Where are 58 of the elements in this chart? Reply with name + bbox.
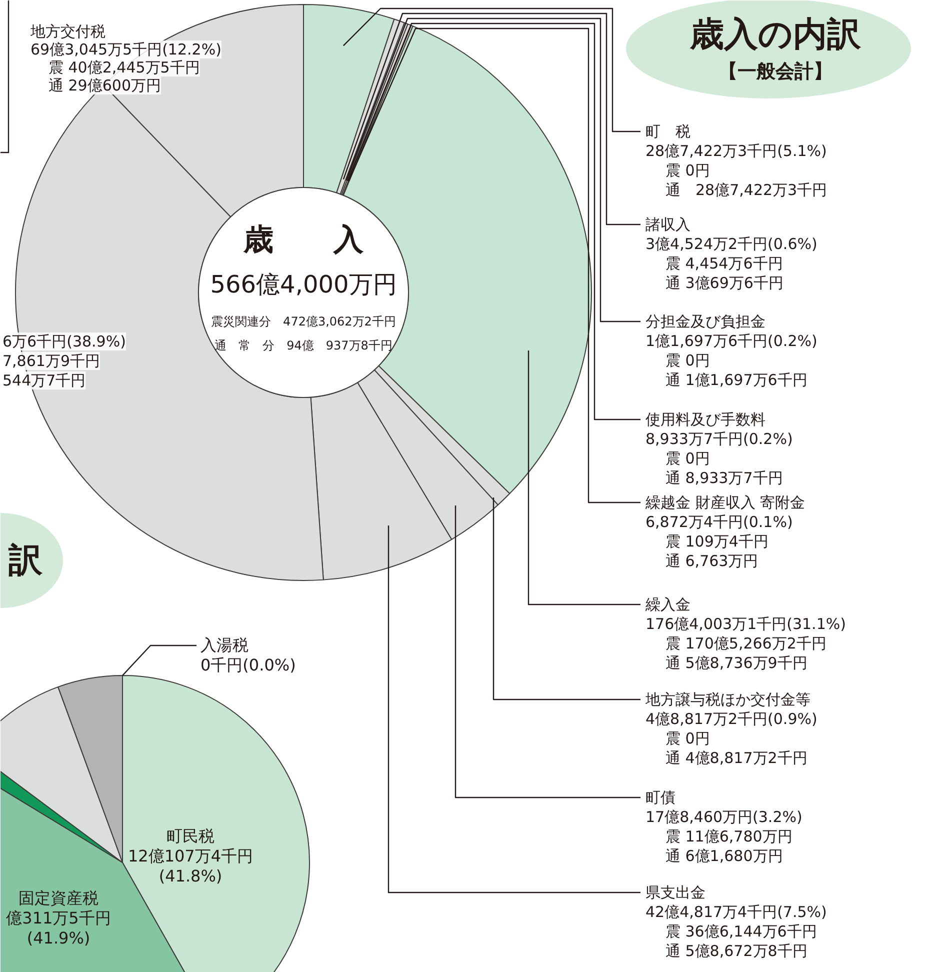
slice-label: 分担金及び負担金 [646, 312, 766, 330]
text: 震 4,454万6千円 [666, 254, 783, 272]
text: 震 0円 [666, 352, 710, 370]
slice-label: 地方交付税 [30, 22, 106, 40]
slice-label: 繰越金 財産収入 寄附金 [644, 494, 806, 512]
text: 【一般会計】 [718, 60, 832, 82]
text: 通 4億8,817万2千円 [666, 749, 808, 767]
text: 震災関連分 472億3,062万2千円 [211, 314, 396, 328]
text: 566億4,000万円 [210, 270, 397, 298]
data-label: (41.8%) [158, 866, 222, 886]
slice-label: 町債 [646, 788, 676, 806]
text: 震 0円 [666, 450, 710, 468]
slice-label: 使用料及び手数料 [646, 410, 766, 428]
category-label: 入湯税 [200, 636, 248, 654]
text: 0千円(0.0%) [200, 656, 296, 674]
data-label: 42億4,817万4千円(7.5%) [646, 903, 827, 921]
slice-label: 県支出金 [646, 884, 706, 902]
text: 7,861万9千円 [2, 352, 100, 370]
data-label: 17億8,460万円(3.2%) [646, 808, 802, 826]
text: 震 109万4千円 [666, 532, 768, 550]
text: 通 5億8,672万8千円 [666, 942, 808, 960]
text: 544万7千円 [2, 372, 86, 390]
slice-label: 町民税 [166, 826, 214, 846]
chart-title: 歳入の内訳 [689, 14, 862, 54]
text: 歳 入 [242, 222, 364, 258]
text: 通 6億1,680万円 [666, 847, 783, 865]
data-label: 6万6千円(38.9%) [2, 332, 126, 350]
chart-title: 訳 [8, 540, 44, 580]
data-label: 69億3,045万5千円(12.2%) [30, 40, 222, 58]
text: 通 3億69万6千円 [666, 274, 784, 292]
slice-label: 地方譲与税ほか交付金等 [644, 690, 810, 708]
text: 通 1億1,697万6千円 [666, 371, 808, 389]
data-label: 6,872万4千円(0.1%) [646, 513, 793, 531]
text: 12億107万4千円 [128, 846, 254, 866]
text: 通 28億7,422万3千円 [666, 181, 828, 199]
slice-label: 固定資産税 [18, 888, 98, 908]
text: 震 11億6,780万円 [666, 828, 792, 846]
text: 震 0円 [666, 162, 710, 180]
data-label: 176億4,003万1千円(31.1%) [646, 615, 846, 633]
slice-label: 繰入金 [644, 596, 690, 614]
slice-label: 町 税 [646, 122, 690, 140]
data-label: 8,933万7千円(0.2%) [646, 430, 793, 448]
data-label: 4億8,817万2千円(0.9%) [646, 710, 818, 728]
text: 通 5億8,736万9千円 [666, 654, 808, 672]
data-label: 28億7,422万3千円(5.1%) [646, 142, 827, 160]
text: 震 40億2,445万5千円 [48, 58, 200, 76]
text: 震 170億5,266万2千円 [666, 634, 826, 652]
data-label: 3億4,524万2千円(0.6%) [646, 235, 818, 253]
slice-label: 諸収入 [646, 216, 690, 234]
text: 億311万5千円 [6, 908, 111, 928]
data-label: (41.9%) [26, 928, 90, 948]
text: 震 0円 [666, 730, 710, 748]
text: 通 6,763万円 [666, 552, 758, 570]
text: 通 29億600万円 [48, 76, 161, 94]
data-label: 1億1,697万6千円(0.2%) [646, 332, 818, 350]
text: 通 8,933万7千円 [666, 469, 783, 487]
text: 震 36億6,144万6千円 [666, 922, 817, 940]
text: 通 常 分 94億 937万8千円 [214, 338, 392, 352]
